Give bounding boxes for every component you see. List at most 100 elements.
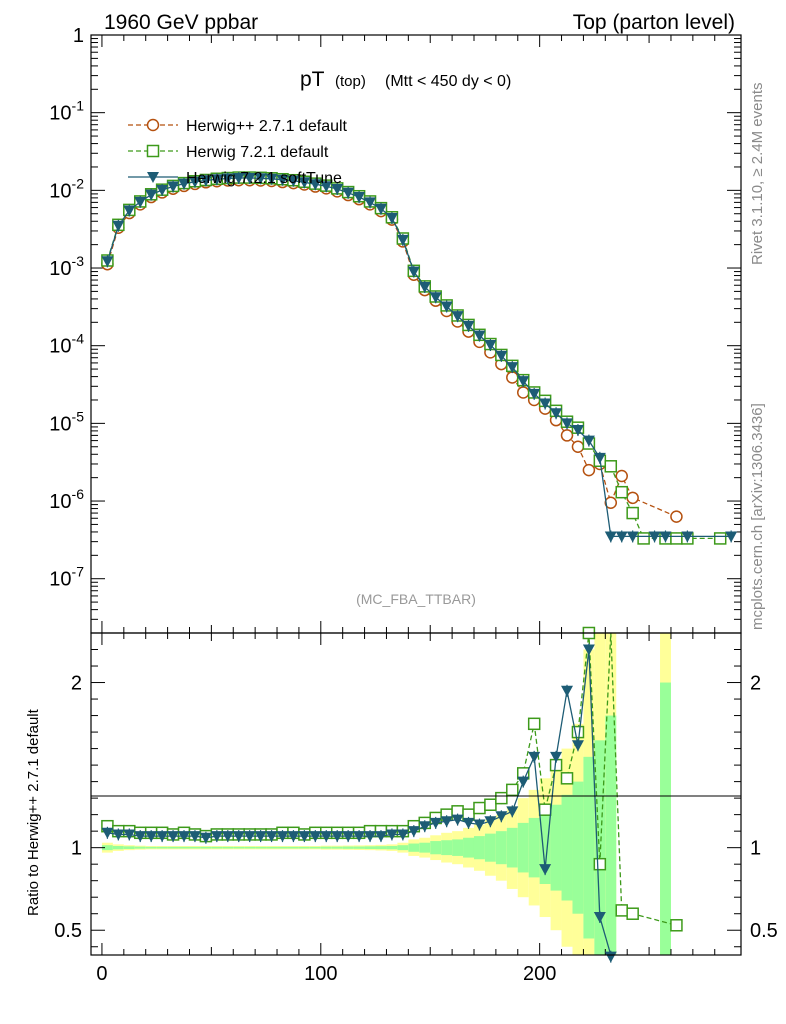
band-green-bin <box>112 846 124 850</box>
main-series-2-point <box>561 418 574 430</box>
main-series-0-point <box>615 469 628 483</box>
main-series-2-point <box>571 425 584 437</box>
ratio-series-1-point <box>418 821 431 833</box>
main-series-2-point <box>484 340 497 352</box>
band-green-bin <box>484 833 496 862</box>
ratio-series-1-point <box>188 831 201 843</box>
ratio-series-1-point <box>374 831 387 843</box>
ratio-series-1-point <box>167 831 180 843</box>
main-series-2-point <box>331 184 344 196</box>
band-green-bin <box>561 794 573 901</box>
band-green-bin <box>528 817 540 878</box>
band-green-bin <box>156 846 168 849</box>
main-series-2-point <box>309 179 322 191</box>
ratio-series-1-point <box>309 831 322 843</box>
main-series-0-point <box>516 386 530 399</box>
ratio-series-1-point <box>561 685 574 697</box>
ratio-series-1-point <box>134 831 147 843</box>
ratio-series-0-point <box>484 798 497 811</box>
main-series-2-point <box>156 185 169 197</box>
band-green-bin <box>430 841 442 855</box>
band-green-bin <box>134 846 146 849</box>
y-tick-label: 10-3 <box>49 253 84 280</box>
main-series-2-point <box>648 531 661 543</box>
band-green-bin <box>660 682 671 955</box>
ratio-y-tick-label-right: 2 <box>750 673 761 695</box>
band-green-bin <box>145 846 157 849</box>
y-tick-label: 10-7 <box>49 564 84 591</box>
ratio-y-tick-label: 2 <box>71 673 82 695</box>
band-green-bin <box>320 846 332 849</box>
band-green-bin <box>441 840 453 856</box>
band-green-bin <box>419 842 431 853</box>
x-tick-label: 200 <box>523 963 556 985</box>
main-series-2-point <box>550 408 563 420</box>
ratio-series-1-point <box>254 831 267 843</box>
band-green-bin <box>517 822 529 873</box>
y-tick-label: 10-6 <box>49 486 84 513</box>
ratio-series-1-point <box>199 832 212 844</box>
ratio-series-1-point <box>429 817 442 829</box>
main-series-0-point <box>604 496 618 510</box>
legend-marker <box>146 118 160 132</box>
main-series-2-point <box>221 173 234 185</box>
band-green-bin <box>233 846 245 849</box>
ratio-y-tick-label-right: 0.5 <box>750 920 778 942</box>
ratio-series-0-point <box>615 904 628 917</box>
ratio-series-1-point <box>265 831 278 843</box>
plot-title-cut: (Mtt < 450 dy < 0) <box>385 73 511 90</box>
main-series-2-point <box>396 234 409 246</box>
band-green-bin <box>123 846 135 849</box>
ratio-series-1-point <box>156 831 169 843</box>
ratio-series-1-point <box>550 751 563 763</box>
ratio-series-0-point <box>560 772 574 785</box>
band-green-bin <box>200 846 212 849</box>
ratio-series-1-point <box>210 831 223 843</box>
ratio-series-1-point <box>451 814 464 826</box>
band-green-bin <box>211 846 223 849</box>
ratio-series-1-point <box>232 831 245 843</box>
series-layer <box>101 171 738 963</box>
ratio-ylabel: Ratio to Herwig++ 2.7.1 default <box>25 708 42 916</box>
ratio-series-1-point <box>593 912 606 924</box>
main-series-2-point <box>145 189 158 201</box>
ratio-series-1-point <box>385 829 398 841</box>
plot-title-sub: (top) <box>335 73 366 90</box>
rivet-version-label: Rivet 3.1.10, ≥ 2.4M events <box>749 83 766 266</box>
main-series-2-point <box>353 192 366 204</box>
legend-marker <box>147 172 159 183</box>
main-series-2-point <box>659 531 672 543</box>
ratio-series-1-point <box>101 827 114 839</box>
main-series-2-point <box>112 220 125 232</box>
band-green-bin <box>550 804 562 891</box>
ratio-series-0-point <box>593 857 607 871</box>
band-green-bin <box>506 827 518 868</box>
main-series-0-point <box>670 510 683 523</box>
main-series-0-point <box>571 440 585 453</box>
main-series-2-point <box>725 531 738 543</box>
ratio-series-1-point <box>364 831 377 843</box>
band-green-bin <box>583 756 595 939</box>
ratio-series-1-point <box>506 806 519 818</box>
main-series-2-point <box>681 531 694 543</box>
ratio-series-1-point <box>112 829 125 841</box>
main-series-2-point <box>593 452 606 464</box>
main-series-0-point <box>626 491 639 505</box>
main-series-1-point <box>615 485 628 499</box>
band-green-bin <box>167 846 179 849</box>
legend-label: Herwig 7.2.1 softTune <box>186 170 342 187</box>
ratio-series-1-point <box>342 831 355 843</box>
ratio-series-0-point <box>626 907 639 920</box>
main-series-2-point <box>528 388 541 400</box>
ratio-y-tick-label: 0.5 <box>54 920 82 942</box>
main-series-2-point <box>298 177 311 189</box>
main-series-0-point <box>560 429 574 442</box>
band-green-bin <box>473 836 485 860</box>
ratio-series-1-point <box>517 776 530 788</box>
ratio-series-1-point <box>407 826 420 838</box>
main-series-2-point <box>462 320 475 332</box>
ratio-series-1-point <box>178 831 191 843</box>
main-series-1-point <box>670 532 683 545</box>
main-series-0-point <box>582 463 596 477</box>
main-series-2-point <box>320 181 333 193</box>
